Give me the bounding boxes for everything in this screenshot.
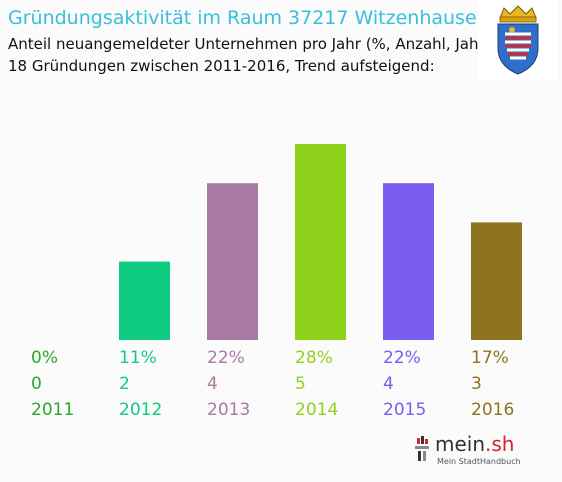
mein-sh-logo: mein.sh Mein StadtHandbuch (413, 430, 533, 474)
year-label-2015: 2015 (383, 400, 426, 420)
percent-label-2013: 22% (207, 348, 245, 368)
bar-2015 (383, 183, 434, 340)
map-pin-icon (415, 436, 429, 461)
count-label-2015: 4 (383, 374, 394, 394)
percent-label-2012: 11% (119, 348, 157, 368)
year-label-2014: 2014 (295, 400, 338, 420)
chart-subtitle-line-2: 18 Gründungen zwischen 2011-2016, Trend … (8, 57, 435, 75)
year-label-2012: 2012 (119, 400, 162, 420)
count-label-2014: 5 (295, 374, 306, 394)
year-label-2016: 2016 (471, 400, 514, 420)
chart-subtitle-line-1: Anteil neuangemeldeter Unternehmen pro J… (8, 35, 491, 53)
percent-label-2015: 22% (383, 348, 421, 368)
percent-label-2016: 17% (471, 348, 509, 368)
count-label-2012: 2 (119, 374, 130, 394)
bar-2014 (295, 144, 346, 340)
percent-label-2014: 28% (295, 348, 333, 368)
logo-tagline: Mein StadtHandbuch (437, 457, 521, 466)
year-label-2011: 2011 (31, 400, 74, 420)
count-label-2013: 4 (207, 374, 218, 394)
count-label-2016: 3 (471, 374, 482, 394)
year-label-2013: 2013 (207, 400, 250, 420)
chart-title: Gründungsaktivität im Raum 37217 Witzenh… (8, 7, 489, 29)
hessen-coat-of-arms-icon (478, 0, 558, 80)
bar-2012 (119, 261, 170, 340)
bar-2016 (471, 222, 522, 340)
logo-wordmark: mein.sh (435, 432, 515, 456)
count-label-2011: 0 (31, 374, 42, 394)
bar-2013 (207, 183, 258, 340)
percent-label-2011: 0% (31, 348, 58, 368)
